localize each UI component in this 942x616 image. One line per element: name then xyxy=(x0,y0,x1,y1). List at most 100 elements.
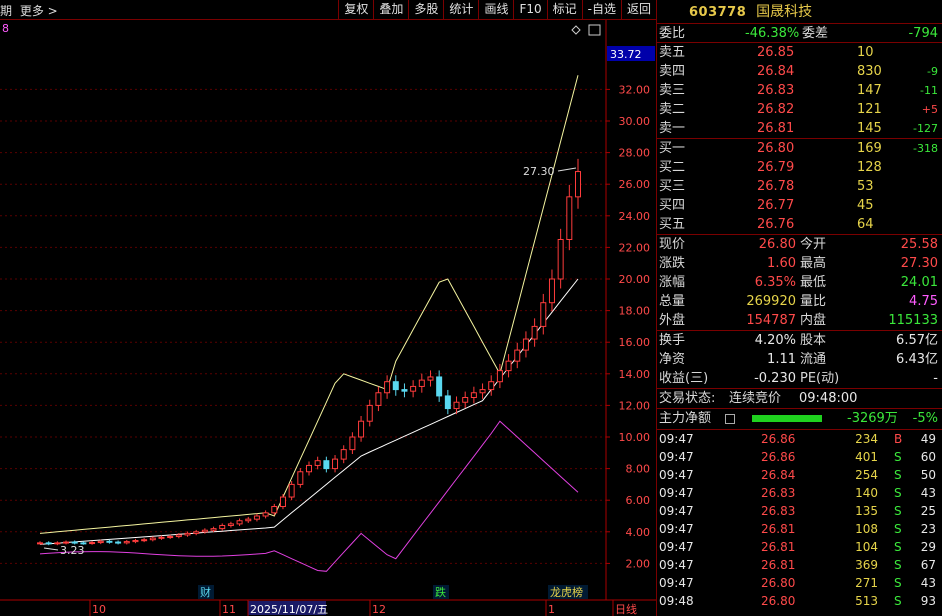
restore-rights-button[interactable]: 复权 xyxy=(338,0,373,20)
candle-body xyxy=(453,401,460,410)
candle-body xyxy=(375,392,382,406)
tick-row[interactable]: 09:47 26.86 401 S 60 xyxy=(657,448,942,466)
order-volume: 45 xyxy=(857,198,874,213)
tick-list[interactable]: 09:47 26.86 234 B 49 09:47 26.86 401 S 60 09:47 26.… xyxy=(657,430,942,610)
tick-row[interactable]: 09:47 26.81 104 S 29 xyxy=(657,538,942,556)
order-level-label: 买五 xyxy=(659,217,686,232)
order-volume: 128 xyxy=(857,160,882,175)
tick-time: 09:48 xyxy=(659,594,694,608)
main-flow-label: 主力净额 xyxy=(659,411,712,426)
tick-time: 09:47 xyxy=(659,432,694,446)
event-marker-bg xyxy=(433,585,449,599)
statistics-button[interactable]: 统计 xyxy=(443,0,478,20)
settings-icon xyxy=(588,24,601,36)
x-axis-label: 10 xyxy=(92,603,106,616)
fundamental-row: 收益(三) -0.230 PE(动) - xyxy=(657,369,942,388)
period-label[interactable]: 期 xyxy=(0,4,13,18)
quote-label: 外盘 xyxy=(659,313,686,328)
quote-value: 27.30 xyxy=(900,256,938,271)
order-row[interactable]: 卖一 26.81 145 -127 xyxy=(657,119,942,138)
candle-body xyxy=(262,512,269,517)
main-flow-value: -3269万 xyxy=(847,411,898,426)
order-price: 26.78 xyxy=(757,179,795,194)
tick-side: S xyxy=(894,450,902,464)
order-row[interactable]: 买一 26.80 169 -318 xyxy=(657,139,942,158)
fundamental-row: 换手 4.20% 股本 6.57亿 xyxy=(657,331,942,350)
order-row[interactable]: 卖三 26.83 147 -11 xyxy=(657,81,942,100)
order-change: +5 xyxy=(921,103,938,116)
order-row[interactable]: 买二 26.79 128 xyxy=(657,158,942,177)
order-row[interactable]: 买五 26.76 64 xyxy=(657,215,942,234)
candle-body xyxy=(106,540,113,543)
remove-watchlist-button[interactable]: -自选 xyxy=(581,0,621,20)
order-row[interactable]: 买三 26.78 53 xyxy=(657,177,942,196)
order-row[interactable]: 买四 26.77 45 xyxy=(657,196,942,215)
order-price: 26.79 xyxy=(757,160,795,175)
candle-body xyxy=(314,460,321,466)
quote-value: 24.01 xyxy=(900,275,938,290)
candle-body xyxy=(37,542,43,545)
fundamental-label: 换手 xyxy=(659,333,686,348)
tick-side: S xyxy=(894,504,902,518)
annotation-high-arrow xyxy=(557,167,577,172)
order-row[interactable]: 卖四 26.84 830 -9 xyxy=(657,62,942,81)
tick-price: 26.83 xyxy=(761,504,796,518)
order-price: 26.76 xyxy=(757,217,795,232)
main-flow-row: 主力净额 -3269万 -5% xyxy=(657,409,942,430)
candle-body xyxy=(123,541,130,544)
multi-stock-button[interactable]: 多股 xyxy=(408,0,443,20)
tick-row[interactable]: 09:47 26.83 135 S 25 xyxy=(657,502,942,520)
order-row[interactable]: 卖二 26.82 121 +5 xyxy=(657,100,942,119)
order-row[interactable]: 卖五 26.85 10 xyxy=(657,43,942,62)
chart-canvas[interactable]: 32.0030.0028.0026.0024.0022.0020.0018.00… xyxy=(0,20,656,616)
candle-body xyxy=(167,536,174,539)
tick-count: 43 xyxy=(920,486,936,500)
candle-body xyxy=(193,531,200,534)
list-icon[interactable] xyxy=(725,414,735,424)
tick-time: 09:47 xyxy=(659,450,694,464)
order-level-label: 卖二 xyxy=(659,102,686,117)
quote-label: 最高 xyxy=(800,256,827,271)
order-volume: 147 xyxy=(857,83,882,98)
order-price: 26.77 xyxy=(757,198,795,213)
tick-row[interactable]: 09:47 26.83 140 S 43 xyxy=(657,484,942,502)
order-volume: 121 xyxy=(857,102,882,117)
candle-body xyxy=(332,458,339,470)
overlay-button[interactable]: 叠加 xyxy=(373,0,408,20)
back-button[interactable]: 返回 xyxy=(620,0,656,20)
trade-status-label: 交易状态: xyxy=(659,391,716,406)
tick-row[interactable]: 09:47 26.80 271 S 43 xyxy=(657,574,942,592)
toolbar-buttons: 复权 叠加 多股 统计 画线 F10 标记 -自选 返回 xyxy=(338,0,656,20)
tick-row[interactable]: 09:47 26.81 108 S 23 xyxy=(657,520,942,538)
tick-volume: 234 xyxy=(855,432,878,446)
tick-count: 29 xyxy=(920,540,936,554)
event-marker: 跌 xyxy=(435,585,446,599)
tick-row[interactable]: 09:48 26.80 513 S 93 xyxy=(657,592,942,610)
candlestick-chart[interactable]: 32.00 30.00 28.00 26.00 24.00 22.00 20.00 18.00… xyxy=(0,20,656,616)
y-tick-label: 2.00 xyxy=(626,557,651,570)
tick-count: 43 xyxy=(920,576,936,590)
event-marker: 龙虎榜 xyxy=(550,585,583,599)
annotation-low: 3.23 xyxy=(60,544,85,557)
tick-row[interactable]: 09:47 26.86 234 B 49 xyxy=(657,430,942,448)
f10-button[interactable]: F10 xyxy=(513,0,546,20)
tick-row[interactable]: 09:47 26.81 369 S 67 xyxy=(657,556,942,574)
order-level-label: 卖一 xyxy=(659,121,686,136)
quote-label: 量比 xyxy=(800,294,827,309)
candle-body xyxy=(392,381,399,391)
tick-row[interactable]: 09:47 26.84 254 S 50 xyxy=(657,466,942,484)
tick-price: 26.86 xyxy=(761,450,796,464)
diamond-icon xyxy=(571,25,581,35)
tick-price: 26.81 xyxy=(761,522,796,536)
tick-time: 09:47 xyxy=(659,540,694,554)
quote-row: 现价 26.80 今开 25.58 xyxy=(657,235,942,254)
mark-button[interactable]: 标记 xyxy=(546,0,582,20)
more-menu[interactable]: 更多 > xyxy=(19,4,58,18)
candle-body xyxy=(297,471,304,485)
y-tick-label: 28.00 xyxy=(619,147,651,160)
draw-line-button[interactable]: 画线 xyxy=(478,0,513,20)
x-axis-label: 2025/11/07/五 xyxy=(250,603,328,616)
candle-body xyxy=(184,532,191,536)
tick-count: 67 xyxy=(920,558,936,572)
candle-body xyxy=(227,523,234,526)
